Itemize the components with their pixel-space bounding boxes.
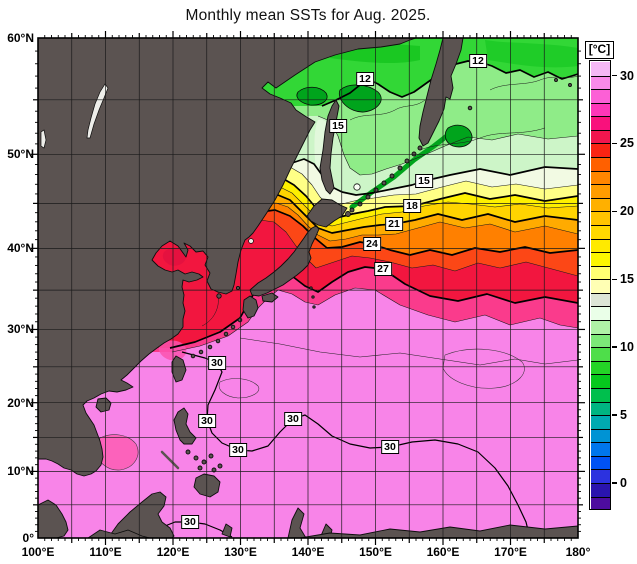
land-honshu: [249, 225, 320, 297]
contour-19c: [252, 186, 578, 227]
y-axis-label: 20°N: [7, 395, 34, 410]
contour-loop-philippine-sea: [442, 348, 525, 389]
y-axis-label: 10°N: [7, 464, 34, 479]
x-axis-label: 160°E: [426, 545, 460, 559]
land-small-islands: [185, 78, 572, 473]
contour-label-24: 24: [363, 237, 381, 251]
lake-khanka: [248, 238, 254, 244]
contour-squiggle-bering-2: [489, 75, 578, 91]
contour-16c: [261, 166, 578, 206]
land-hokkaido: [306, 198, 348, 228]
land-ryukyu-islands: [190, 317, 243, 359]
x-axis-label: 150°E: [359, 545, 392, 559]
land-new-guinea: [299, 524, 578, 538]
contour-label-15: 15: [415, 174, 433, 188]
contour-label-21: 21: [385, 217, 403, 231]
y-axis-label: 50°N: [7, 147, 34, 162]
contour-label-18: 18: [403, 199, 421, 213]
contour-label-30: 30: [208, 356, 226, 370]
contour-label-15: 15: [329, 119, 347, 133]
x-axis-label: 140°E: [291, 545, 325, 559]
page-title: Monthly mean SSTs for Aug. 2025.: [185, 7, 431, 24]
patch-bohai-red: [162, 247, 187, 266]
contour-13c: [317, 115, 578, 176]
contour-label-27: 27: [374, 262, 392, 276]
contour-label-30: 30: [381, 440, 399, 454]
contour-label-30: 30: [181, 515, 199, 529]
land-luzon: [173, 407, 197, 445]
contour-18c: [254, 177, 578, 219]
contour-30c-main: [181, 351, 531, 538]
land-kamchatka: [418, 38, 464, 147]
land-kyushu: [242, 295, 259, 319]
patch-kuril-cold-streak: [349, 129, 455, 210]
contour-22c: [247, 202, 578, 242]
contour-label-30: 30: [284, 412, 302, 426]
lake-khovsgol: [40, 129, 47, 149]
x-axis-label: 120°E: [156, 545, 190, 559]
contour-label-30: 30: [229, 443, 247, 457]
lake-layer: [40, 83, 361, 244]
land-sumatra: [87, 529, 151, 538]
contour-21c: [249, 194, 578, 234]
local-sst-patches: [95, 84, 473, 471]
contour-29c: [239, 337, 578, 366]
x-axis-label: 180°: [565, 545, 591, 559]
x-axis-label: 170°E: [494, 545, 527, 559]
land-sulawesi: [287, 507, 307, 538]
contour-squiggle-okhotsk: [349, 99, 426, 121]
x-axis-label: 110°E: [89, 545, 122, 559]
y-axis-label: 40°N: [7, 241, 34, 256]
contour-15c: [291, 158, 578, 196]
axis-tick-layer: [31, 31, 585, 545]
y-axis-label: 60°N: [7, 31, 34, 46]
contour-label-30: 30: [198, 414, 216, 428]
land-palawan: [160, 450, 180, 470]
land-hainan: [95, 397, 112, 413]
x-axis-label: 100°E: [21, 545, 55, 559]
contour-squiggle-bering-1: [419, 127, 546, 151]
contour-25c: [245, 219, 578, 277]
land-malay-peninsula: [38, 499, 69, 538]
ocean-cold-top-strip-east: [485, 40, 578, 68]
x-axis-label: 130°E: [224, 545, 257, 559]
eddy-white-spot: [353, 183, 361, 191]
lake-baikal: [86, 83, 109, 139]
contour-label-12: 12: [469, 54, 487, 68]
y-axis-label: 0°: [22, 531, 34, 545]
land-halmahera: [221, 523, 233, 538]
grid-layer: [38, 38, 578, 538]
contour-label-12: 12: [356, 72, 374, 86]
y-axis-label: 30°N: [7, 322, 34, 337]
land-taiwan: [171, 355, 187, 383]
patch-kamchatka-cold: [444, 124, 473, 148]
